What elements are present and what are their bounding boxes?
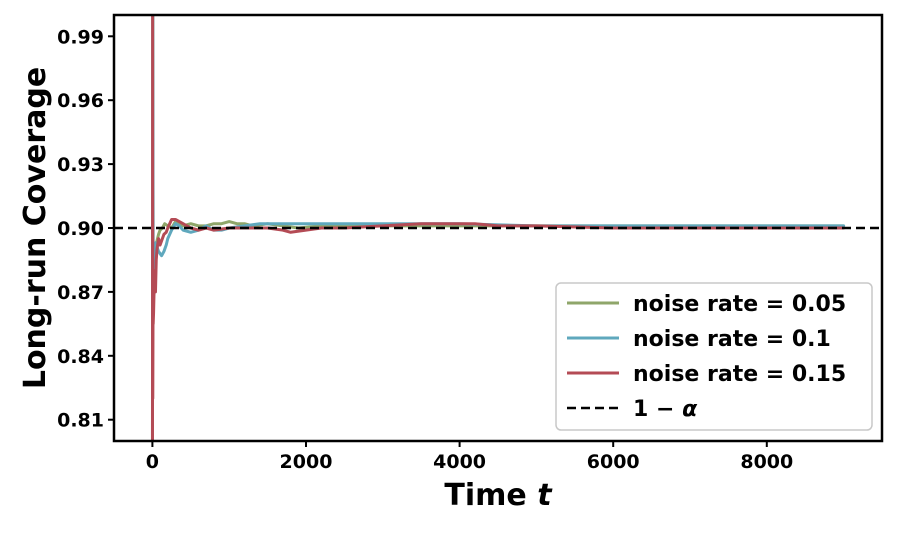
legend-label-2: noise rate = 0.15 [633, 362, 846, 387]
series-line-0 [150, 15, 846, 441]
y-tick-label: 0.81 [57, 410, 104, 432]
x-tick-label: 8000 [740, 451, 793, 473]
legend-entries: noise rate = 0.05 noise rate = 0.1 noise r… [567, 292, 846, 422]
plot-frame [112, 13, 884, 443]
legend-box [555, 282, 873, 431]
y-tick-label: 0.87 [57, 282, 104, 304]
y-tick-label: 0.90 [57, 218, 104, 240]
legend: noise rate = 0.05 noise rate = 0.1 noise r… [555, 282, 873, 431]
x-ticks: 0 2000 4000 6000 8000 [146, 441, 793, 473]
y-axis-title: Long-run Coverage [18, 67, 53, 389]
x-tick-label: 0 [146, 451, 159, 473]
series-line-2 [150, 15, 846, 441]
y-tick-label: 0.99 [57, 26, 104, 48]
legend-label-1: noise rate = 0.1 [633, 327, 831, 352]
x-tick-label: 2000 [280, 451, 333, 473]
legend-label-reference: 1 − α [633, 397, 698, 422]
series-layer [150, 15, 846, 441]
x-tick-label: 4000 [433, 451, 486, 473]
legend-label-0: noise rate = 0.05 [633, 292, 846, 317]
y-tick-label: 0.96 [57, 90, 104, 112]
y-tick-label: 0.84 [57, 346, 104, 368]
x-axis-title: Time t [444, 478, 553, 513]
y-ticks: 0.81 0.84 0.87 0.90 0.93 0.96 0.99 [57, 26, 114, 432]
x-tick-label: 6000 [587, 451, 640, 473]
y-tick-label: 0.93 [57, 154, 104, 176]
